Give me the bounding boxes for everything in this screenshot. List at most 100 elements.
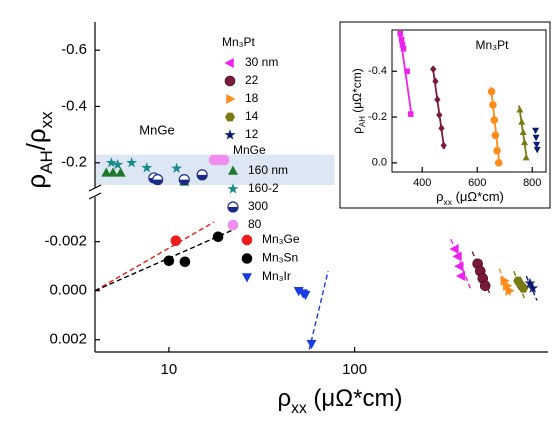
data-point — [438, 124, 445, 133]
legend-label: 22 — [245, 73, 259, 87]
label-part: xx — [291, 400, 307, 417]
fit-line — [513, 270, 526, 301]
data-point — [212, 231, 224, 243]
data-point — [152, 174, 164, 186]
label-part: (μΩ*cm) — [350, 68, 364, 116]
label-part: xx — [444, 197, 453, 207]
data-point — [400, 45, 407, 52]
legend-marker — [224, 75, 236, 87]
legend-label: 12 — [245, 127, 259, 141]
axis-label: ρAH/ρxx — [21, 111, 56, 189]
data-point — [105, 157, 117, 168]
y-tick-label: -0.4 — [61, 97, 87, 114]
axis-label: ρAH (μΩ*cm) — [350, 68, 366, 134]
data-point — [479, 280, 491, 292]
legend-marker — [242, 273, 252, 283]
data-point — [533, 146, 541, 154]
data-point — [178, 174, 190, 186]
y-tick-label: -0.6 — [61, 41, 87, 58]
legend-label: 80 — [248, 217, 262, 231]
data-point — [399, 42, 406, 48]
data-point — [487, 87, 496, 96]
y-tick-label: 0.000 — [49, 282, 87, 299]
data-point — [306, 339, 317, 350]
data-point — [407, 111, 414, 117]
marker-half — [152, 179, 163, 185]
fit-line — [525, 275, 538, 301]
axis-label: ρxx (μΩ*cm) — [436, 189, 504, 207]
data-point — [179, 256, 191, 268]
label-part: AH — [37, 150, 56, 173]
legend-marker — [241, 234, 253, 246]
data-point — [505, 285, 515, 296]
data-point — [522, 153, 530, 161]
data-point — [434, 95, 441, 104]
data-point — [490, 116, 499, 124]
legend-marker — [226, 94, 236, 104]
data-point — [112, 158, 124, 170]
data-point — [532, 127, 540, 135]
data-point — [521, 138, 529, 146]
inset-background — [339, 21, 551, 209]
x-tick-label: 400 — [413, 177, 431, 189]
fit-line — [308, 270, 329, 350]
inset-title: Mn₃Pt — [476, 38, 510, 52]
legend-marker — [227, 183, 239, 194]
y-tick-label: -0.002 — [44, 233, 87, 250]
legend-label: 14 — [245, 109, 259, 123]
data-point — [489, 101, 497, 109]
legend-marker — [227, 219, 239, 231]
legend-label: 160-2 — [248, 181, 279, 195]
legend-title: Mn₃Pt — [222, 35, 256, 49]
data-point — [455, 271, 466, 281]
data-point — [440, 141, 447, 150]
inset-frame — [391, 29, 547, 173]
label-part: xx — [37, 111, 56, 128]
data-point — [518, 283, 529, 293]
y-tick-label: -0.4 — [368, 65, 387, 77]
label-part: AH — [358, 116, 367, 127]
label-part: ρ — [350, 127, 364, 134]
label-part: (μΩ*cm) — [452, 189, 504, 204]
data-point — [171, 162, 183, 174]
x-tick-label: 100 — [342, 361, 367, 378]
data-point — [436, 111, 443, 119]
legend-label: Mn₃Ge — [262, 232, 300, 246]
x-tick-label: 10 — [161, 361, 178, 378]
data-point — [300, 290, 311, 301]
legend-marker — [228, 165, 238, 175]
data-point — [500, 275, 510, 286]
data-point — [108, 167, 118, 177]
data-point — [454, 261, 464, 272]
marker-half — [197, 174, 208, 180]
label-part: ρ — [21, 174, 51, 189]
legend-marker — [225, 112, 235, 122]
axis-break — [88, 192, 102, 200]
legend-marker — [224, 129, 236, 140]
legend-marker — [224, 58, 234, 68]
y-tick-label: 0.002 — [49, 331, 87, 348]
data-point — [101, 167, 112, 177]
data-point — [532, 134, 540, 142]
y-tick-label: 0.0 — [372, 157, 387, 169]
legend-label: Mn₃Ir — [262, 269, 291, 283]
data-point — [494, 159, 503, 167]
legend-title: MnGe — [233, 143, 266, 157]
data-point — [493, 146, 501, 155]
data-point — [196, 169, 208, 181]
y-tick-label: -0.2 — [61, 154, 87, 171]
data-point — [518, 118, 526, 125]
data-point — [115, 167, 126, 177]
marker-half — [179, 179, 190, 185]
x-tick-label: 800 — [523, 177, 541, 189]
data-point — [163, 255, 175, 267]
data-point — [516, 106, 524, 113]
data-point — [533, 141, 541, 149]
axis-label: ρxx (μΩ*cm) — [277, 385, 402, 416]
data-point — [503, 280, 513, 291]
data-point — [491, 131, 500, 140]
label-part: ρ — [277, 385, 291, 412]
legend-label: 300 — [248, 199, 268, 213]
data-point — [430, 65, 437, 74]
